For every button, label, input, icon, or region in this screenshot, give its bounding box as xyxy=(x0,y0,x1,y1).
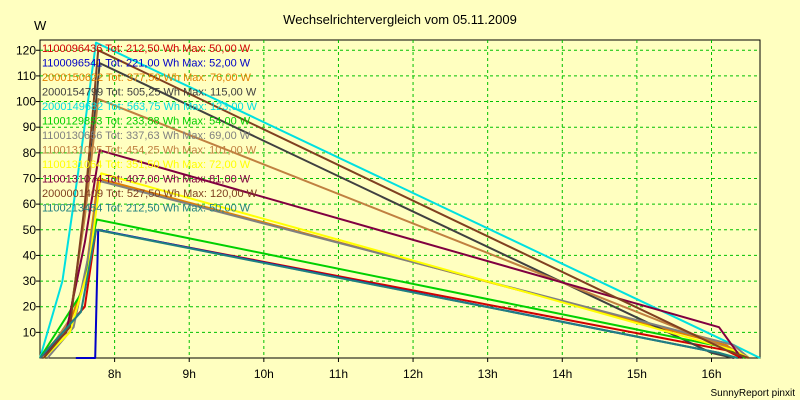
y-tick-label: 20 xyxy=(23,300,37,314)
x-tick-label: 13h xyxy=(478,367,498,381)
series-line-11 xyxy=(42,49,750,359)
x-tick-label: 11h xyxy=(329,367,348,381)
footer-credit: SunnyReport pinxit xyxy=(711,388,796,399)
x-tick-label: 14h xyxy=(552,367,572,381)
legend-entry-3: 2000150622 Tot: 377,50 Wh Max: 76,00 W xyxy=(42,72,252,84)
series-line-5 xyxy=(39,41,761,359)
legend-entry-12: 1100213454 Tot: 212,50 Wh Max: 50,00 W xyxy=(42,203,251,215)
y-tick-label: 90 xyxy=(23,120,37,134)
legend-entry-4: 2000154799 Tot: 505,25 Wh Max: 115,00 W xyxy=(42,87,257,99)
y-axis-ticks: 10 20 30 40 50 60 70 80 90 100 110 120 xyxy=(16,43,40,339)
legend-entry-9: 1100131064 Tot: 351,50 Wh Max: 72,00 W xyxy=(42,159,251,171)
x-tick-label: 8h xyxy=(108,367,121,381)
y-tick-label: 120 xyxy=(16,43,36,57)
y-tick-label: 60 xyxy=(23,197,37,211)
legend-entry-5: 2000149682 Tot: 563,75 Wh Max: 123,00 W xyxy=(42,101,258,113)
legend-entry-8: 1100131005 Tot: 454,25 Wh Max: 101,00 W xyxy=(42,145,257,157)
legend-entry-6: 1100129853 Tot: 233,88 Wh Max: 54,00 W xyxy=(42,116,251,128)
legend-entry-7: 1100130656 Tot: 337,63 Wh Max: 69,00 W xyxy=(42,130,251,142)
x-axis-ticks: 8h 9h 10h 11h 12h 13h 14h 15h 16h xyxy=(108,358,722,381)
y-axis-unit: W xyxy=(34,18,47,33)
series-lines xyxy=(39,41,761,359)
x-tick-label: 15h xyxy=(627,367,647,381)
series-line-12 xyxy=(39,228,738,359)
legend-entry-10: 1100131074 Tot: 407,00 Wh Max: 81,00 W xyxy=(42,174,251,186)
x-tick-label: 10h xyxy=(254,367,274,381)
grid-lines xyxy=(40,40,760,358)
y-tick-label: 70 xyxy=(23,171,37,185)
x-tick-label: 9h xyxy=(183,367,196,381)
y-tick-label: 10 xyxy=(23,325,37,339)
legend-entry-11: 2000001409 Tot: 527,50 Wh Max: 120,00 W xyxy=(42,188,258,200)
x-tick-label: 16h xyxy=(701,367,721,381)
y-tick-label: 50 xyxy=(23,223,37,237)
y-tick-label: 110 xyxy=(17,69,36,83)
y-tick-label: 30 xyxy=(23,274,37,288)
x-tick-label: 12h xyxy=(403,367,423,381)
y-tick-label: 100 xyxy=(16,95,36,109)
legend: 1100096436 Tot: 212,50 Wh Max: 50,00 W 11… xyxy=(42,43,258,215)
legend-entry-2: 1100096541 Tot: 221,00 Wh Max: 52,00 W xyxy=(42,58,251,70)
chart-title: Wechselrichtervergleich vom 05.11.2009 xyxy=(283,12,517,27)
series-line-6 xyxy=(39,218,746,359)
legend-entry-1: 1100096436 Tot: 212,50 Wh Max: 50,00 W xyxy=(42,43,251,55)
y-tick-label: 40 xyxy=(23,248,37,262)
y-tick-label: 80 xyxy=(23,146,37,160)
